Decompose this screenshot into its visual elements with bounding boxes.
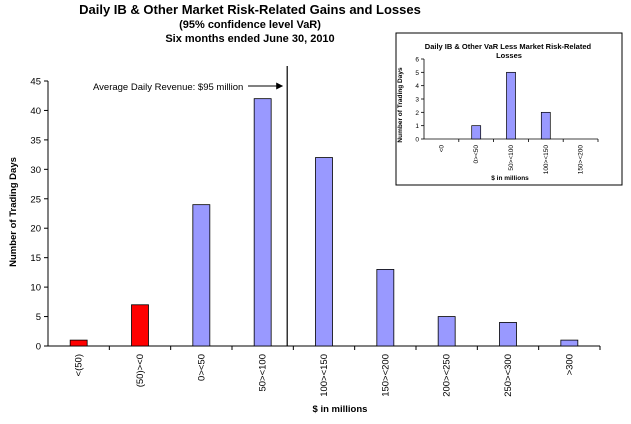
main-bar <box>499 322 517 347</box>
inset-bar <box>471 125 482 140</box>
main-bar <box>437 316 456 347</box>
main-y-tick-label: 15 <box>30 253 41 264</box>
main-y-tick-label: 20 <box>30 224 41 235</box>
inset-x-axis-label: $ in millions <box>491 175 529 182</box>
main-x-tick-label: 200><250 <box>442 354 453 397</box>
main-y-tick-label: 5 <box>36 312 41 323</box>
inset-chart-frame <box>395 32 623 186</box>
main-bar <box>560 339 579 347</box>
inset-bar <box>540 111 551 140</box>
chart-subtitle-line-1: (95% confidence level VaR) <box>179 19 321 31</box>
main-y-tick-label: 35 <box>30 135 41 146</box>
inset-chart-title: Daily IB & Other VaR Less Market Risk-Re… <box>425 42 593 60</box>
average-revenue-arrow <box>248 82 284 90</box>
average-revenue-annotation: Average Daily Revenue: $95 million <box>93 82 243 93</box>
main-bar <box>69 339 88 347</box>
main-x-tick-label: >300 <box>564 354 575 375</box>
main-x-tick-label: 0><50 <box>196 354 207 381</box>
chart-title: Daily IB & Other Market Risk-Related Gai… <box>79 2 421 17</box>
main-x-tick-label: <(50) <box>74 354 85 376</box>
main-bar <box>253 98 272 347</box>
main-x-tick-label: (50)><0 <box>135 354 146 387</box>
main-y-tick-label: 0 <box>36 342 41 353</box>
main-chart-y-tick-labels: 0 5 10 15 20 25 30 35 40 45 <box>30 77 41 353</box>
inset-y-tick-label: 2 <box>415 110 419 117</box>
inset-y-tick-label: 1 <box>415 123 419 130</box>
main-x-tick-label: 100><150 <box>319 354 330 397</box>
main-bar <box>315 157 333 347</box>
inset-chart-bars <box>471 71 551 140</box>
inset-bar <box>506 71 516 140</box>
inset-x-tick-label: 150><200 <box>578 145 585 175</box>
main-y-tick-label: 30 <box>30 165 41 176</box>
inset-y-tick-label: 6 <box>415 57 419 64</box>
inset-chart-y-tick-labels: 0 1 2 3 4 5 6 <box>415 57 419 144</box>
main-y-axis-label: Number of Trading Days <box>8 157 19 267</box>
main-x-tick-label: 250><300 <box>503 354 514 397</box>
main-x-axis-label: $ in millions <box>313 404 368 415</box>
main-y-tick-label: 45 <box>30 77 41 88</box>
inset-y-tick-label: 3 <box>415 97 419 104</box>
inset-y-tick-label: 0 <box>415 137 419 144</box>
inset-x-tick-label: 100><150 <box>543 145 550 175</box>
inset-y-tick-label: 4 <box>415 83 419 90</box>
inset-x-tick-label: 50><100 <box>508 145 515 171</box>
inset-x-tick-label: <0 <box>438 145 445 153</box>
main-x-tick-label: 150><200 <box>380 354 391 397</box>
inset-chart-x-tick-labels: <0 0><50 50><100 100><150 150><200 <box>438 145 584 175</box>
main-bar <box>192 204 211 347</box>
main-y-tick-label: 25 <box>30 194 41 205</box>
main-bar <box>131 304 149 347</box>
main-bar <box>376 269 395 347</box>
main-y-tick-label: 40 <box>30 106 41 117</box>
main-chart-bars <box>69 98 579 347</box>
main-chart-x-tick-labels: <(50) (50)><0 0><50 50><100 100><150 150><200… <box>74 354 576 397</box>
main-x-tick-label: 50><100 <box>258 354 269 392</box>
inset-y-axis-label: Number of Trading Days <box>397 67 404 143</box>
inset-x-tick-label: 0><50 <box>473 145 480 164</box>
chart-subtitle-line-2: Six months ended June 30, 2010 <box>165 33 334 45</box>
main-y-tick-label: 10 <box>30 283 41 294</box>
inset-y-tick-label: 5 <box>415 70 419 77</box>
